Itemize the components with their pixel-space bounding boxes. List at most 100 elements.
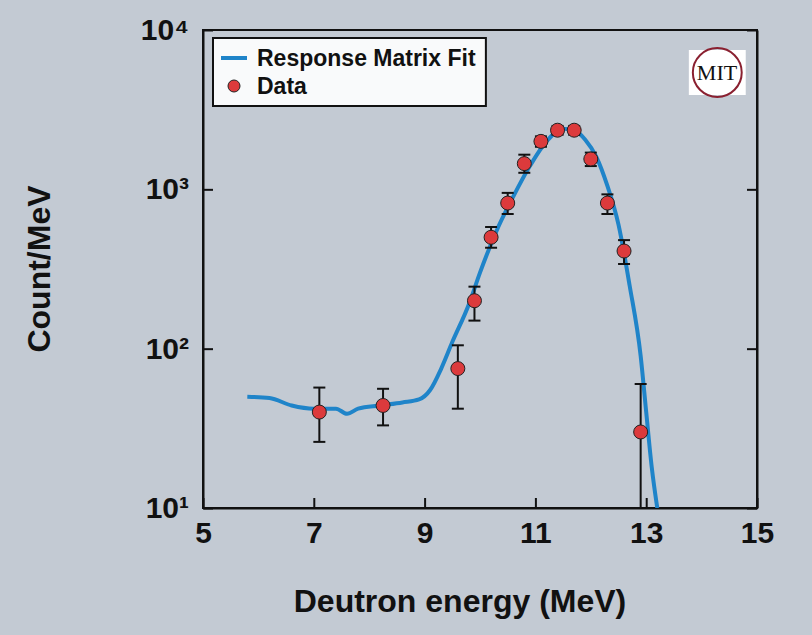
data-point — [451, 362, 465, 376]
error-bar-cap — [468, 320, 480, 322]
y-tick-mark — [203, 348, 213, 350]
logo-ring — [693, 48, 742, 97]
x-tick: 9 — [417, 498, 434, 549]
error-bar-cap — [502, 213, 514, 215]
data-point — [484, 230, 498, 244]
y-axis-right-line — [757, 31, 759, 509]
y-tick-mark — [203, 189, 213, 191]
y-axis-right — [747, 31, 758, 509]
y-tick: 10⁴ — [141, 13, 213, 46]
error-bar-cap — [485, 226, 497, 228]
error-bar-cap — [618, 239, 630, 241]
error-bar-cap — [377, 388, 389, 390]
fit-line — [247, 129, 657, 508]
legend-swatch — [221, 56, 247, 60]
data-point — [376, 398, 390, 412]
y-axis: 10¹ 10² 10³ 10⁴ — [141, 13, 213, 524]
error-bar — [635, 384, 647, 508]
error-bar-cap — [485, 247, 497, 249]
y-right-tick — [747, 189, 757, 190]
error-bar — [518, 155, 530, 173]
y-tick-label: 10⁴ — [141, 13, 189, 46]
annotation: MIT — [697, 60, 738, 85]
logo: MIT — [689, 48, 746, 97]
plot-area — [247, 123, 657, 508]
legend-swatch — [228, 80, 240, 92]
error-bar — [618, 240, 630, 264]
y-right-tick — [747, 349, 757, 350]
plot-frame — [203, 30, 757, 508]
background — [0, 0, 812, 635]
error-bar — [377, 389, 389, 426]
data-point — [551, 123, 565, 137]
error-bar-cap — [635, 383, 647, 385]
y-tick-mark — [203, 30, 213, 32]
y-right-tick — [747, 508, 757, 509]
error-bar-cap — [618, 263, 630, 265]
y-tick-label: 10¹ — [146, 491, 189, 524]
error-bar-cap — [635, 507, 647, 508]
y-right-tick-mark — [747, 508, 757, 510]
legend-label: Response Matrix Fit — [257, 45, 476, 71]
data-point — [501, 196, 515, 210]
x-tick-mark — [535, 498, 537, 508]
error-bar-cap — [502, 192, 514, 194]
x-tick-label: 5 — [195, 516, 212, 549]
error-bar-cap — [468, 286, 480, 288]
legend-label: Data — [257, 73, 307, 99]
data-point — [517, 157, 531, 171]
x-tick-mark — [424, 498, 426, 508]
y-right-tick-mark — [747, 348, 757, 350]
y-tick-mark — [203, 508, 213, 510]
x-axis-title: Deutron energy (MeV) — [294, 583, 626, 619]
x-tick-mark — [646, 498, 648, 508]
x-tick-label: 7 — [306, 516, 323, 549]
error-bar-cap — [601, 193, 613, 195]
error-bar-cap — [601, 213, 613, 215]
error-bar-stem — [640, 384, 642, 508]
x-tick-label: 11 — [520, 516, 552, 549]
x-tick: 7 — [306, 498, 323, 549]
y-tick: 10³ — [146, 172, 213, 205]
x-axis-line — [204, 508, 758, 510]
data-point — [584, 152, 598, 166]
y-tick: 10¹ — [146, 491, 213, 524]
legend: Response Matrix FitData — [213, 38, 486, 106]
data-point — [617, 244, 631, 258]
error-bar-cap — [518, 172, 530, 174]
x-tick-label: 15 — [741, 516, 774, 549]
data-point — [600, 196, 614, 210]
error-bar — [502, 193, 514, 214]
error-bar — [585, 153, 597, 166]
x-axis: 5 7 9 11 13 15 — [195, 498, 774, 549]
y-right-tick — [747, 30, 757, 31]
data-point — [467, 294, 481, 308]
error-bar-stem — [457, 345, 459, 408]
x-tick-label: 13 — [630, 516, 663, 549]
chart: 5 7 9 11 13 15 10¹ 10² 10³ 10⁴ Deutron energy (MeV… — [0, 0, 812, 635]
error-bar-cap — [452, 344, 464, 346]
error-bar — [485, 227, 497, 248]
error-bar — [452, 345, 464, 408]
data-point — [634, 425, 648, 439]
data-point — [312, 405, 326, 419]
x-tick: 11 — [520, 498, 552, 549]
x-tick-mark — [313, 498, 315, 508]
y-right-tick-mark — [747, 30, 757, 32]
x-tick-label: 9 — [417, 516, 434, 549]
legend-box — [213, 38, 486, 106]
error-bar — [313, 388, 325, 442]
y-right-tick-mark — [747, 189, 757, 191]
y-tick: 10² — [146, 332, 213, 365]
error-bar-cap — [377, 424, 389, 426]
error-bar — [468, 287, 480, 321]
data-point — [534, 134, 548, 148]
error-bar — [601, 194, 613, 214]
error-bar-cap — [313, 387, 325, 389]
y-axis-line — [203, 31, 205, 509]
y-tick-label: 10² — [146, 332, 189, 365]
y-axis-title: Count/MeV — [21, 185, 57, 353]
data-point — [567, 123, 581, 137]
error-bar-cap — [313, 441, 325, 443]
y-tick-label: 10³ — [146, 172, 189, 205]
